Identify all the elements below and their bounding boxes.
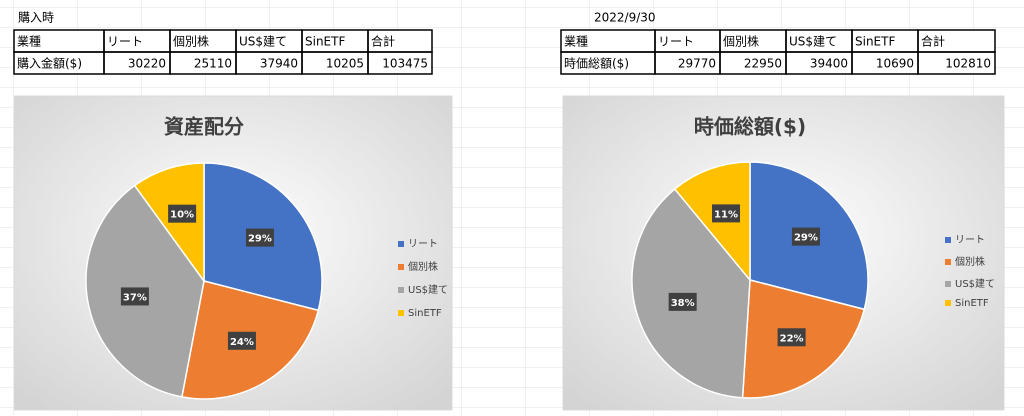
data-label: 22%: [780, 333, 804, 344]
legend-label: 個別株: [955, 255, 985, 268]
data-label: 11%: [714, 209, 738, 220]
data-label-bg: [168, 204, 197, 223]
data-label: 38%: [671, 298, 695, 309]
row-text: 29770: [678, 57, 716, 71]
table-title: 2022/9/30: [594, 11, 656, 25]
legend-label: 個別株: [408, 260, 438, 273]
data-label: 29%: [794, 233, 818, 244]
data-label-bg: [712, 204, 741, 223]
legend-label: US$建て: [955, 277, 995, 290]
data-label: 10%: [170, 210, 194, 221]
row-text: 時価総額($): [564, 57, 629, 71]
row-text: 25110: [194, 57, 232, 71]
chart-title: 時価総額($): [694, 115, 806, 139]
data-label: 29%: [248, 234, 272, 245]
row-text: 10690: [876, 57, 914, 71]
header-text: US$建て: [789, 35, 837, 49]
header-text: SinETF: [855, 35, 895, 49]
header-text: US$建て: [239, 35, 287, 49]
header-text: リート: [107, 35, 143, 49]
row-text: 30220: [128, 57, 166, 71]
row-text: 102810: [945, 57, 991, 71]
row-text: 購入金額($): [17, 56, 82, 71]
data-label-bg: [227, 331, 256, 350]
row-cell: [917, 51, 996, 75]
row-text: 37940: [260, 57, 298, 71]
legend-swatch: [398, 310, 404, 316]
chart-title: 資産配分: [164, 115, 244, 139]
header-text: 個別株: [723, 34, 759, 49]
legend-label: SinETF: [408, 308, 442, 319]
legend-label: リート: [955, 235, 985, 246]
legend-swatch: [945, 281, 951, 287]
data-label-bg: [245, 228, 274, 247]
legend-swatch: [945, 237, 951, 243]
legend-swatch: [398, 264, 404, 270]
header-text: 業種: [17, 35, 41, 49]
data-label-bg: [791, 227, 820, 246]
data-label: 37%: [123, 292, 147, 303]
row-text: 22950: [744, 57, 782, 71]
header-text: リート: [658, 35, 694, 49]
row-text: 103475: [382, 57, 428, 71]
row-cell: [367, 51, 433, 75]
header-text: 合計: [371, 34, 395, 49]
data-label: 24%: [230, 337, 254, 348]
header-text: 業種: [564, 35, 588, 49]
legend-label: リート: [408, 239, 438, 250]
legend-label: SinETF: [955, 298, 989, 309]
data-label-bg: [668, 292, 697, 311]
header-text: 合計: [921, 34, 945, 49]
row-text: 10205: [326, 57, 364, 71]
table-title: 購入時: [18, 11, 54, 25]
legend-swatch: [945, 300, 951, 306]
header-text: SinETF: [305, 35, 345, 49]
data-label-bg: [777, 328, 806, 347]
header-text: 個別株: [173, 34, 209, 49]
legend-swatch: [398, 241, 404, 247]
legend-swatch: [945, 259, 951, 265]
row-text: 39400: [810, 57, 848, 71]
legend-swatch: [398, 287, 404, 293]
legend-label: US$建て: [408, 283, 448, 296]
data-label-bg: [120, 287, 149, 306]
